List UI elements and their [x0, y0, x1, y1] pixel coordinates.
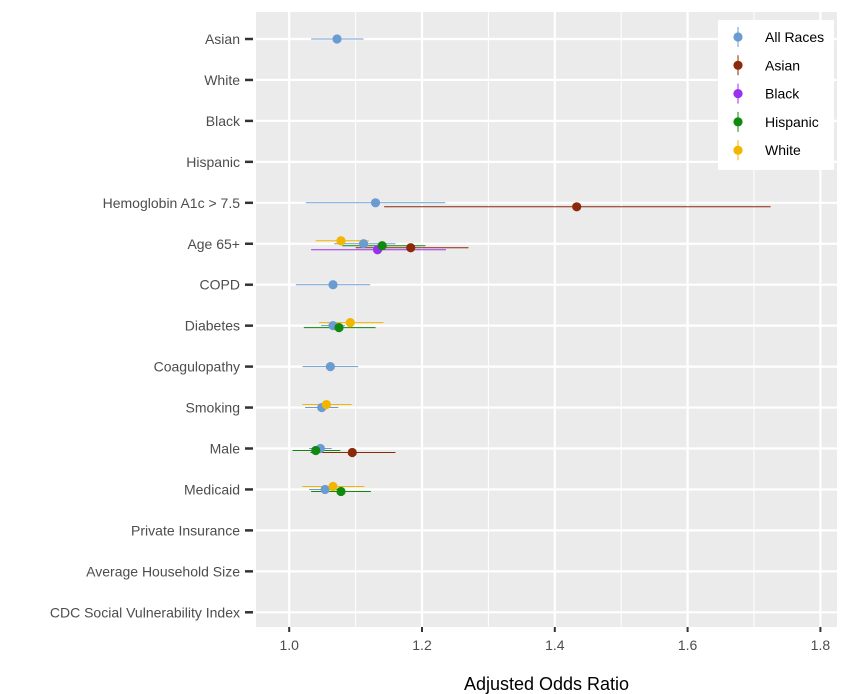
data-marks [292, 34, 771, 497]
legend: All Races Asian Black Hispanic White [718, 20, 834, 170]
y-category-label: Private Insurance [131, 522, 240, 538]
y-category-label: Age 65+ [187, 236, 240, 252]
x-tick-label: 1.8 [811, 637, 831, 653]
legend-key-point [733, 117, 743, 127]
legend-label: Hispanic [765, 114, 819, 130]
point-all-races [328, 280, 338, 290]
y-category-label: Medicaid [184, 481, 240, 497]
y-category-label: CDC Social Vulnerability Index [50, 604, 240, 620]
legend-key-point [733, 89, 743, 99]
point-hispanic [334, 323, 344, 333]
legend-label: White [765, 142, 801, 158]
point-asian [572, 202, 582, 212]
y-category-label: Average Household Size [86, 563, 240, 579]
point-asian [347, 447, 357, 458]
y-category-label: Hispanic [186, 154, 240, 170]
point-all-races [320, 484, 330, 495]
point-all-races [370, 198, 381, 208]
x-tick-label: 1.2 [412, 637, 432, 653]
legend-key-point [733, 32, 743, 42]
y-axis: Asian White Black Hispanic Hemoglobin A1c > … [50, 31, 253, 620]
point-white [336, 236, 346, 246]
x-axis-title: Adjusted Odds Ratio [464, 674, 629, 694]
x-tick-label: 1.0 [279, 637, 299, 653]
y-category-label: Smoking [186, 400, 240, 416]
x-tick-label: 1.4 [545, 637, 565, 653]
y-category-label: Male [210, 441, 241, 457]
x-axis: 1.0 1.2 1.4 1.6 1.8 [279, 627, 830, 653]
legend-label: All Races [765, 29, 824, 45]
y-category-label: Coagulopathy [154, 359, 240, 375]
y-category-label: Diabetes [185, 318, 240, 334]
point-hispanic [377, 241, 387, 251]
point-asian [406, 243, 416, 253]
point-all-races [325, 362, 335, 372]
point-white [328, 481, 338, 492]
legend-label: Asian [765, 57, 800, 73]
point-all-races [332, 34, 342, 44]
legend-label: Black [765, 86, 800, 102]
y-category-label: Asian [205, 31, 240, 47]
legend-key-point [733, 60, 743, 70]
point-white [321, 399, 331, 410]
point-hispanic [336, 486, 346, 497]
y-category-label: Black [206, 113, 241, 129]
point-all-races [358, 239, 369, 249]
point-white [345, 318, 355, 328]
y-category-label: Hemoglobin A1c > 7.5 [103, 195, 241, 211]
legend-key-point [733, 145, 743, 155]
point-hispanic [311, 445, 321, 456]
y-category-label: COPD [200, 277, 240, 293]
y-category-label: White [204, 72, 240, 88]
x-tick-label: 1.6 [678, 637, 698, 653]
